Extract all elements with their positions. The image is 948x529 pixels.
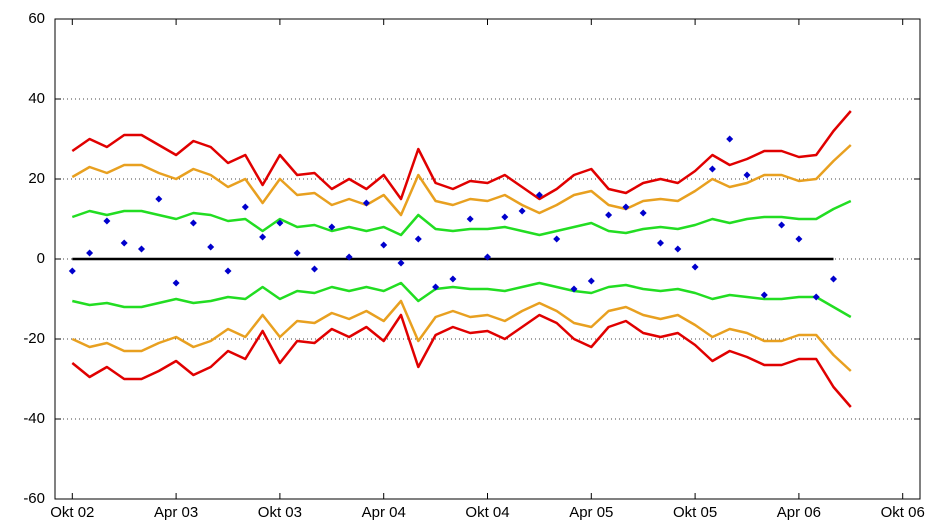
point bbox=[743, 171, 751, 179]
point bbox=[674, 245, 682, 253]
y-tick-label: -40 bbox=[23, 410, 45, 427]
point bbox=[605, 211, 613, 219]
point bbox=[553, 235, 561, 243]
point bbox=[120, 239, 128, 247]
series-line bbox=[71, 299, 852, 372]
x-tick-label: Okt 02 bbox=[50, 504, 94, 521]
point bbox=[639, 209, 647, 217]
point bbox=[345, 253, 353, 261]
x-tick-label: Apr 05 bbox=[569, 504, 613, 521]
point bbox=[328, 223, 336, 231]
x-tick-label: Okt 06 bbox=[881, 504, 925, 521]
point bbox=[778, 221, 786, 229]
x-tick-label: Okt 04 bbox=[465, 504, 509, 521]
point bbox=[501, 213, 509, 221]
x-tick-label: Apr 03 bbox=[154, 504, 198, 521]
series-line bbox=[71, 110, 852, 201]
series-line bbox=[71, 199, 852, 237]
point bbox=[155, 195, 163, 203]
point bbox=[691, 263, 699, 271]
point bbox=[138, 245, 145, 253]
point bbox=[466, 215, 474, 223]
point bbox=[241, 203, 249, 211]
point bbox=[432, 283, 440, 291]
point bbox=[760, 291, 768, 299]
y-tick-label: 20 bbox=[28, 170, 45, 187]
point bbox=[708, 165, 716, 173]
point bbox=[570, 285, 578, 293]
point bbox=[380, 241, 388, 249]
point bbox=[449, 275, 457, 283]
point bbox=[103, 217, 111, 225]
point bbox=[86, 249, 94, 257]
series-line bbox=[71, 313, 852, 408]
point bbox=[189, 219, 197, 227]
y-tick-label: 40 bbox=[28, 90, 45, 107]
y-tick-label: 0 bbox=[37, 250, 45, 267]
point bbox=[207, 243, 215, 251]
y-tick-label: -60 bbox=[23, 490, 45, 507]
point bbox=[362, 199, 370, 207]
point bbox=[795, 235, 803, 243]
series-line bbox=[72, 281, 852, 319]
axes: 60 40 20 0 -20 -40 -60 Okt 02 Apr 03 Okt 03 Apr 04… bbox=[23, 10, 924, 521]
series-line bbox=[71, 144, 852, 217]
y-tick-label: 60 bbox=[28, 10, 45, 27]
point bbox=[68, 267, 76, 275]
point bbox=[657, 239, 664, 247]
y-tick-label: -20 bbox=[23, 330, 45, 347]
point bbox=[276, 219, 284, 227]
point bbox=[587, 277, 595, 285]
x-tick-label: Apr 06 bbox=[777, 504, 821, 521]
point bbox=[726, 135, 734, 143]
point bbox=[518, 207, 526, 215]
point bbox=[414, 235, 422, 243]
x-tick-label: Okt 05 bbox=[673, 504, 717, 521]
point bbox=[812, 293, 820, 301]
point bbox=[830, 275, 837, 283]
plot-data bbox=[68, 110, 852, 408]
point bbox=[484, 253, 491, 261]
x-tick-label: Okt 03 bbox=[258, 504, 302, 521]
point bbox=[311, 265, 318, 273]
point bbox=[259, 233, 267, 241]
point bbox=[397, 259, 405, 267]
point bbox=[172, 279, 180, 287]
point bbox=[622, 203, 630, 211]
x-tick-label: Apr 04 bbox=[362, 504, 406, 521]
point bbox=[535, 191, 543, 199]
point bbox=[293, 249, 301, 257]
point bbox=[224, 267, 232, 275]
